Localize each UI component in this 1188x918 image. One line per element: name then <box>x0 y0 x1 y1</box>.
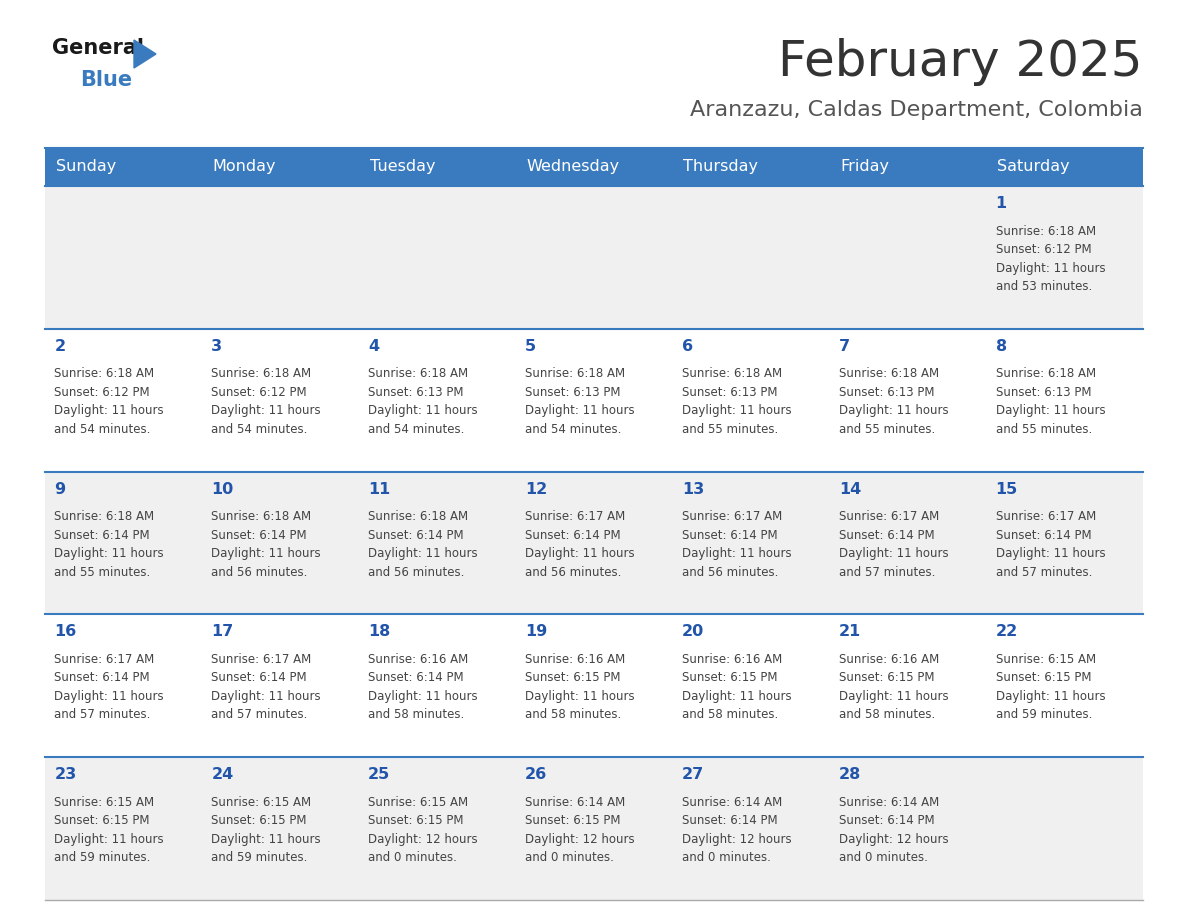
Text: Sunrise: 6:14 AM
Sunset: 6:14 PM
Daylight: 12 hours
and 0 minutes.: Sunrise: 6:14 AM Sunset: 6:14 PM Dayligh… <box>682 796 791 864</box>
Text: Sunrise: 6:15 AM
Sunset: 6:15 PM
Daylight: 11 hours
and 59 minutes.: Sunrise: 6:15 AM Sunset: 6:15 PM Dayligh… <box>996 653 1105 722</box>
Text: Sunrise: 6:18 AM
Sunset: 6:13 PM
Daylight: 11 hours
and 55 minutes.: Sunrise: 6:18 AM Sunset: 6:13 PM Dayligh… <box>996 367 1105 436</box>
FancyBboxPatch shape <box>202 148 359 186</box>
Text: 19: 19 <box>525 624 548 640</box>
Text: Aranzazu, Caldas Department, Colombia: Aranzazu, Caldas Department, Colombia <box>690 100 1143 120</box>
Text: Sunrise: 6:18 AM
Sunset: 6:13 PM
Daylight: 11 hours
and 54 minutes.: Sunrise: 6:18 AM Sunset: 6:13 PM Dayligh… <box>525 367 634 436</box>
Text: Sunrise: 6:17 AM
Sunset: 6:14 PM
Daylight: 11 hours
and 57 minutes.: Sunrise: 6:17 AM Sunset: 6:14 PM Dayligh… <box>55 653 164 722</box>
Text: Wednesday: Wednesday <box>526 160 620 174</box>
Text: 5: 5 <box>525 339 536 353</box>
Text: Sunrise: 6:17 AM
Sunset: 6:14 PM
Daylight: 11 hours
and 56 minutes.: Sunrise: 6:17 AM Sunset: 6:14 PM Dayligh… <box>525 510 634 578</box>
Text: 22: 22 <box>996 624 1018 640</box>
Text: General: General <box>52 38 144 58</box>
Text: 7: 7 <box>839 339 849 353</box>
Text: Tuesday: Tuesday <box>369 160 435 174</box>
Text: Sunrise: 6:18 AM
Sunset: 6:12 PM
Daylight: 11 hours
and 54 minutes.: Sunrise: 6:18 AM Sunset: 6:12 PM Dayligh… <box>55 367 164 436</box>
Text: Sunrise: 6:14 AM
Sunset: 6:14 PM
Daylight: 12 hours
and 0 minutes.: Sunrise: 6:14 AM Sunset: 6:14 PM Dayligh… <box>839 796 948 864</box>
FancyBboxPatch shape <box>45 148 202 186</box>
Text: Monday: Monday <box>213 160 277 174</box>
FancyBboxPatch shape <box>45 472 1143 614</box>
FancyBboxPatch shape <box>45 329 1143 472</box>
Text: Sunrise: 6:16 AM
Sunset: 6:14 PM
Daylight: 11 hours
and 58 minutes.: Sunrise: 6:16 AM Sunset: 6:14 PM Dayligh… <box>368 653 478 722</box>
Text: Sunrise: 6:18 AM
Sunset: 6:12 PM
Daylight: 11 hours
and 53 minutes.: Sunrise: 6:18 AM Sunset: 6:12 PM Dayligh… <box>996 225 1105 293</box>
FancyBboxPatch shape <box>359 148 516 186</box>
Text: 6: 6 <box>682 339 693 353</box>
Text: Sunrise: 6:17 AM
Sunset: 6:14 PM
Daylight: 11 hours
and 57 minutes.: Sunrise: 6:17 AM Sunset: 6:14 PM Dayligh… <box>996 510 1105 578</box>
Text: Sunrise: 6:18 AM
Sunset: 6:14 PM
Daylight: 11 hours
and 56 minutes.: Sunrise: 6:18 AM Sunset: 6:14 PM Dayligh… <box>368 510 478 578</box>
Text: Sunrise: 6:18 AM
Sunset: 6:13 PM
Daylight: 11 hours
and 54 minutes.: Sunrise: 6:18 AM Sunset: 6:13 PM Dayligh… <box>368 367 478 436</box>
Text: Sunrise: 6:18 AM
Sunset: 6:13 PM
Daylight: 11 hours
and 55 minutes.: Sunrise: 6:18 AM Sunset: 6:13 PM Dayligh… <box>682 367 791 436</box>
Text: 3: 3 <box>211 339 222 353</box>
Text: 16: 16 <box>55 624 77 640</box>
Text: 2: 2 <box>55 339 65 353</box>
FancyBboxPatch shape <box>45 186 1143 329</box>
Text: 28: 28 <box>839 767 861 782</box>
Text: 25: 25 <box>368 767 391 782</box>
FancyBboxPatch shape <box>672 148 829 186</box>
Text: Sunrise: 6:16 AM
Sunset: 6:15 PM
Daylight: 11 hours
and 58 minutes.: Sunrise: 6:16 AM Sunset: 6:15 PM Dayligh… <box>682 653 791 722</box>
Text: 20: 20 <box>682 624 704 640</box>
Text: 8: 8 <box>996 339 1006 353</box>
Text: Saturday: Saturday <box>997 160 1069 174</box>
Text: Sunrise: 6:14 AM
Sunset: 6:15 PM
Daylight: 12 hours
and 0 minutes.: Sunrise: 6:14 AM Sunset: 6:15 PM Dayligh… <box>525 796 634 864</box>
Text: 23: 23 <box>55 767 77 782</box>
Text: Sunrise: 6:18 AM
Sunset: 6:14 PM
Daylight: 11 hours
and 55 minutes.: Sunrise: 6:18 AM Sunset: 6:14 PM Dayligh… <box>55 510 164 578</box>
Text: Sunrise: 6:17 AM
Sunset: 6:14 PM
Daylight: 11 hours
and 57 minutes.: Sunrise: 6:17 AM Sunset: 6:14 PM Dayligh… <box>839 510 948 578</box>
Text: 12: 12 <box>525 482 548 497</box>
Text: Thursday: Thursday <box>683 160 758 174</box>
Text: Sunrise: 6:16 AM
Sunset: 6:15 PM
Daylight: 11 hours
and 58 minutes.: Sunrise: 6:16 AM Sunset: 6:15 PM Dayligh… <box>525 653 634 722</box>
Text: 18: 18 <box>368 624 391 640</box>
FancyBboxPatch shape <box>45 757 1143 900</box>
Polygon shape <box>134 40 156 68</box>
Text: 26: 26 <box>525 767 548 782</box>
Text: 13: 13 <box>682 482 704 497</box>
Text: 4: 4 <box>368 339 379 353</box>
Text: 15: 15 <box>996 482 1018 497</box>
FancyBboxPatch shape <box>45 614 1143 757</box>
Text: February 2025: February 2025 <box>778 38 1143 86</box>
Text: 21: 21 <box>839 624 861 640</box>
Text: 17: 17 <box>211 624 234 640</box>
Text: Sunrise: 6:15 AM
Sunset: 6:15 PM
Daylight: 12 hours
and 0 minutes.: Sunrise: 6:15 AM Sunset: 6:15 PM Dayligh… <box>368 796 478 864</box>
Text: Sunrise: 6:15 AM
Sunset: 6:15 PM
Daylight: 11 hours
and 59 minutes.: Sunrise: 6:15 AM Sunset: 6:15 PM Dayligh… <box>211 796 321 864</box>
FancyBboxPatch shape <box>516 148 672 186</box>
Text: Friday: Friday <box>840 160 890 174</box>
Text: Sunrise: 6:17 AM
Sunset: 6:14 PM
Daylight: 11 hours
and 57 minutes.: Sunrise: 6:17 AM Sunset: 6:14 PM Dayligh… <box>211 653 321 722</box>
Text: 27: 27 <box>682 767 704 782</box>
Text: Sunrise: 6:18 AM
Sunset: 6:12 PM
Daylight: 11 hours
and 54 minutes.: Sunrise: 6:18 AM Sunset: 6:12 PM Dayligh… <box>211 367 321 436</box>
Text: Sunrise: 6:16 AM
Sunset: 6:15 PM
Daylight: 11 hours
and 58 minutes.: Sunrise: 6:16 AM Sunset: 6:15 PM Dayligh… <box>839 653 948 722</box>
Text: Sunday: Sunday <box>56 160 116 174</box>
Text: 11: 11 <box>368 482 391 497</box>
Text: Blue: Blue <box>80 70 132 90</box>
Text: Sunrise: 6:15 AM
Sunset: 6:15 PM
Daylight: 11 hours
and 59 minutes.: Sunrise: 6:15 AM Sunset: 6:15 PM Dayligh… <box>55 796 164 864</box>
FancyBboxPatch shape <box>986 148 1143 186</box>
FancyBboxPatch shape <box>829 148 986 186</box>
Text: Sunrise: 6:18 AM
Sunset: 6:13 PM
Daylight: 11 hours
and 55 minutes.: Sunrise: 6:18 AM Sunset: 6:13 PM Dayligh… <box>839 367 948 436</box>
Text: 9: 9 <box>55 482 65 497</box>
Text: 14: 14 <box>839 482 861 497</box>
Text: 10: 10 <box>211 482 234 497</box>
Text: Sunrise: 6:17 AM
Sunset: 6:14 PM
Daylight: 11 hours
and 56 minutes.: Sunrise: 6:17 AM Sunset: 6:14 PM Dayligh… <box>682 510 791 578</box>
Text: 1: 1 <box>996 196 1006 211</box>
Text: Sunrise: 6:18 AM
Sunset: 6:14 PM
Daylight: 11 hours
and 56 minutes.: Sunrise: 6:18 AM Sunset: 6:14 PM Dayligh… <box>211 510 321 578</box>
Text: 24: 24 <box>211 767 234 782</box>
